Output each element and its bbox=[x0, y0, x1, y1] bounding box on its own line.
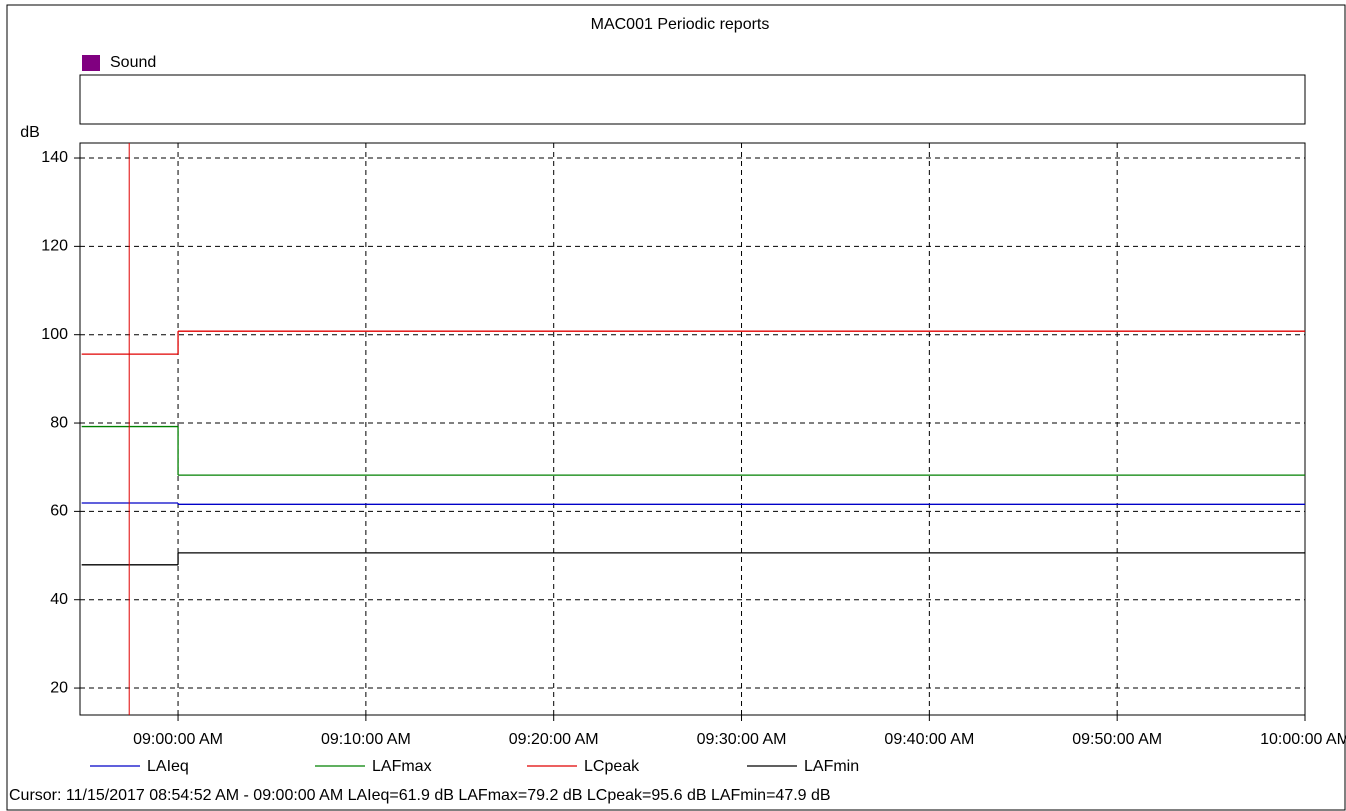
y-axis-label: dB bbox=[20, 124, 40, 141]
x-tick-label: 09:10:00 AM bbox=[321, 731, 411, 748]
legend-label: LAFmax bbox=[372, 758, 432, 775]
legend-label: LAFmin bbox=[804, 758, 859, 775]
y-tick-label: 140 bbox=[41, 149, 68, 166]
legend-label: LAIeq bbox=[147, 758, 189, 775]
band-box bbox=[79, 74, 1306, 125]
y-tick-label: 40 bbox=[50, 591, 68, 608]
x-tick-label: 10:00:00 AM bbox=[1260, 731, 1346, 748]
legend-label: LCpeak bbox=[584, 758, 640, 775]
chart-title: MAC001 Periodic reports bbox=[591, 16, 770, 33]
x-tick-label: 09:00:00 AM bbox=[133, 731, 223, 748]
x-tick-label: 09:30:00 AM bbox=[697, 731, 787, 748]
frame bbox=[6, 4, 1346, 811]
x-tick-label: 09:20:00 AM bbox=[509, 731, 599, 748]
x-tick-label: 09:40:00 AM bbox=[884, 731, 974, 748]
y-tick-label: 60 bbox=[50, 503, 68, 520]
plot-area bbox=[79, 142, 1306, 716]
cursor-readout: Cursor: 11/15/2017 08:54:52 AM - 09:00:0… bbox=[9, 787, 831, 804]
y-tick-label: 80 bbox=[50, 414, 68, 431]
y-tick-label: 20 bbox=[50, 679, 68, 696]
x-tick-label: 09:50:00 AM bbox=[1072, 731, 1162, 748]
band-legend-swatch bbox=[82, 55, 100, 71]
y-tick-label: 120 bbox=[41, 238, 68, 255]
y-tick-label: 100 bbox=[41, 326, 68, 343]
band-legend-label: Sound bbox=[110, 54, 156, 71]
